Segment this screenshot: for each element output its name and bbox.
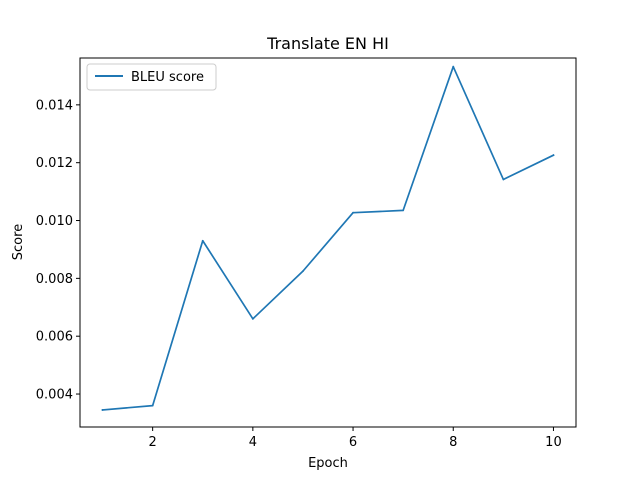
x-tick-label: 4 — [249, 435, 257, 450]
y-tick-label: 0.004 — [36, 388, 73, 403]
data-point — [201, 239, 204, 242]
x-axis-label: Epoch — [308, 456, 348, 471]
data-point — [302, 270, 304, 273]
y-axis-label: Score — [11, 224, 26, 260]
data-point — [452, 65, 455, 68]
y-tick-label: 0.014 — [36, 98, 73, 113]
legend: BLEU score — [86, 63, 217, 91]
plot-area — [101, 65, 555, 411]
legend-box — [86, 63, 217, 91]
data-point — [402, 209, 405, 212]
y-tick-label: 0.012 — [36, 156, 73, 171]
data-point — [502, 178, 505, 181]
x-tick-label: 2 — [149, 435, 157, 450]
data-point — [352, 211, 354, 214]
y-tick-label: 0.010 — [36, 214, 73, 229]
x-tick-label: 6 — [349, 435, 357, 450]
y-axis-ticks: 0.004 0.006 0.008 0.010 0.012 0.014 — [36, 98, 80, 403]
x-axis-ticks: 2 4 6 8 10 — [149, 427, 562, 450]
y-tick-label: 0.006 — [36, 330, 73, 345]
data-point — [251, 317, 254, 320]
y-tick-label: 0.008 — [36, 272, 73, 287]
data-point — [552, 154, 555, 157]
x-tick-label: 10 — [545, 435, 562, 450]
chart-title: Translate EN HI — [266, 34, 389, 53]
data-point — [101, 409, 104, 411]
series-line-0 — [101, 65, 555, 411]
legend-label: BLEU score — [131, 70, 204, 85]
x-tick-label: 8 — [449, 435, 457, 450]
axes-frame — [79, 57, 577, 428]
data-point — [151, 404, 154, 407]
